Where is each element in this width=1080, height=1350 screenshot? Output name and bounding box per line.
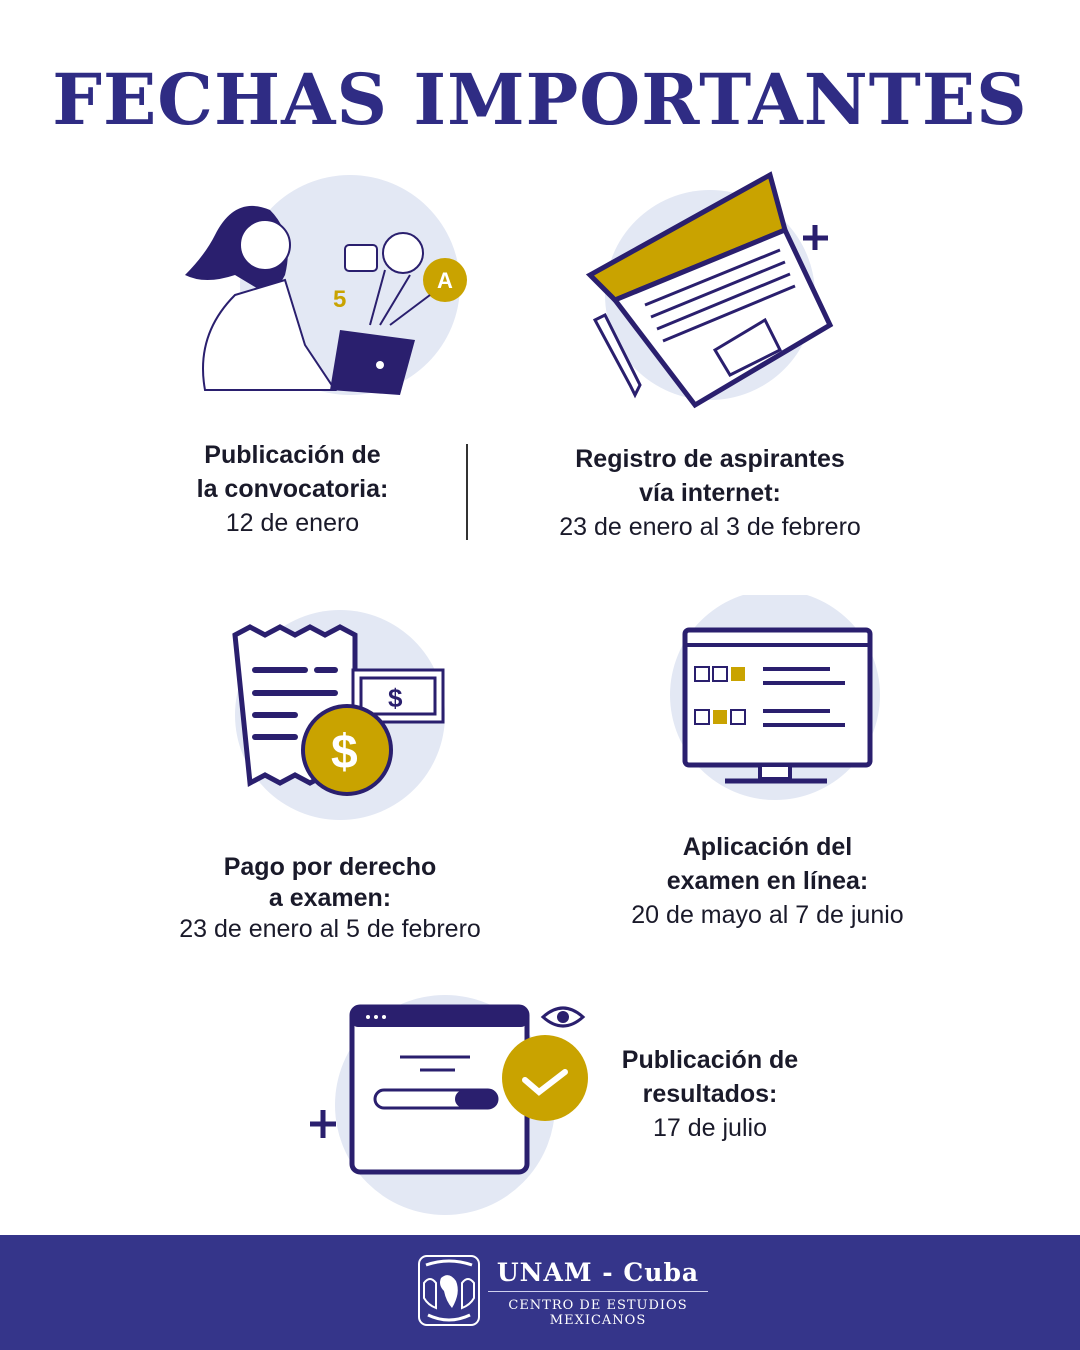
svg-text:$: $ <box>388 683 403 713</box>
event-heading: Registro de aspirantes <box>575 445 845 473</box>
brand: UNAM - Cuba CENTRO DE ESTUDIOS MEXICANOS <box>488 1258 708 1328</box>
event-heading: Aplicación del <box>682 833 853 861</box>
event-date: 23 de enero al 5 de febrero <box>179 915 481 943</box>
browser-check-illustration <box>310 995 588 1215</box>
brand-subtitle: MEXICANOS <box>549 1313 647 1328</box>
event-heading: Publicación de <box>204 441 381 469</box>
event-date: 12 de enero <box>225 509 360 537</box>
event-registro: Registro de aspirantes vía internet: 23 … <box>530 442 890 544</box>
event-heading: examen en línea: <box>666 867 869 895</box>
event-heading: la convocatoria: <box>196 475 389 503</box>
event-aplicacion: Aplicación del examen en línea: 20 de ma… <box>600 830 935 932</box>
event-convocatoria: Publicación de la convocatoria: 12 de en… <box>140 438 445 540</box>
event-heading: vía internet: <box>639 479 781 507</box>
event-resultados: Publicación de resultados: 17 de julio <box>600 1043 820 1145</box>
receipt-money-illustration: $ $ <box>232 610 445 820</box>
footer: UNAM - Cuba CENTRO DE ESTUDIOS MEXICANOS <box>0 1235 1080 1350</box>
svg-text:$: $ <box>331 726 358 779</box>
divider <box>466 444 468 540</box>
page-title: FECHAS IMPORTANTES <box>52 58 1028 141</box>
monitor-exam-illustration <box>670 595 880 800</box>
event-date: 17 de julio <box>653 1114 767 1142</box>
event-date: 20 de mayo al 7 de junio <box>631 901 904 929</box>
brand-divider <box>488 1291 708 1292</box>
event-heading: Publicación de <box>621 1046 799 1074</box>
event-heading: Pago por derecho <box>223 853 437 881</box>
woman-laptop-illustration: A 5 <box>185 175 467 395</box>
svg-text:A: A <box>437 268 453 293</box>
event-heading: resultados: <box>642 1080 778 1108</box>
laptop-pencil-illustration <box>585 171 834 409</box>
brand-name: UNAM - Cuba <box>496 1258 700 1287</box>
svg-text:5: 5 <box>333 286 346 313</box>
event-pago: Pago por derecho a examen: 23 de enero a… <box>160 850 500 946</box>
event-date: 23 de enero al 3 de febrero <box>559 513 861 541</box>
event-heading: a examen: <box>268 884 392 912</box>
brand-subtitle: CENTRO DE ESTUDIOS <box>508 1298 688 1313</box>
unam-seal-logo <box>418 1255 480 1326</box>
